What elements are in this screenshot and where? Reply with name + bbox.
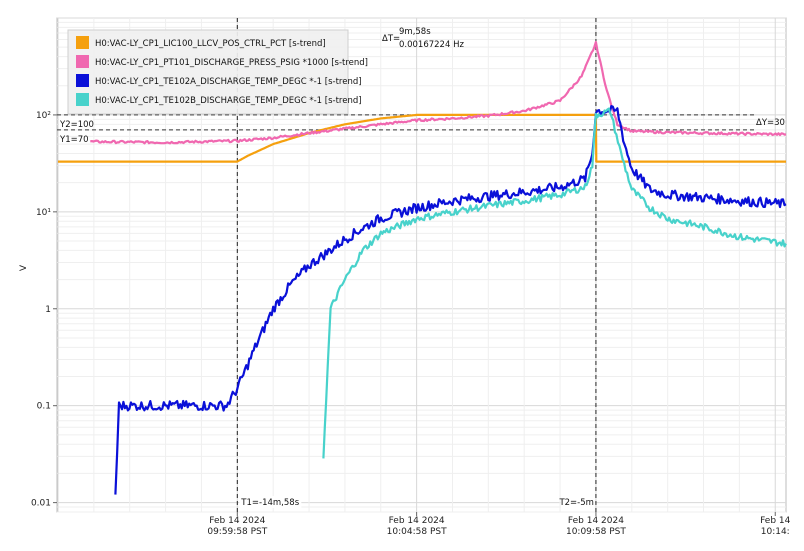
x-tick-label-date: Feb 14 2024 <box>209 516 265 526</box>
y-tick-label: 0.01 <box>31 499 51 509</box>
grid <box>57 17 786 513</box>
series-line-1 <box>58 113 786 163</box>
cursor-annotations: T1=-14m,58s T2=-5m ΔT=9m,58s 0.00167224 Hz Y… <box>59 27 785 508</box>
legend-swatch <box>76 93 89 106</box>
y-tick-label: 0.1 <box>37 402 51 412</box>
t2-cursor-label: T2=-5m <box>558 498 593 508</box>
legend-swatch <box>76 36 89 49</box>
y-tick-label: 10¹ <box>36 208 51 218</box>
series-line-4 <box>322 107 787 459</box>
legend-swatch <box>76 74 89 87</box>
delta-t-symbol: ΔT= <box>382 34 400 44</box>
legend-entry: H0:VAC-LY_CP1_TE102B_DISCHARGE_TEMP_DEGC… <box>95 96 362 106</box>
x-tick-label-date: Feb 14 <box>760 516 791 526</box>
legend-box <box>67 29 349 115</box>
t1-cursor-label: T1=-14m,58s <box>240 498 299 508</box>
series-lines <box>58 40 787 495</box>
delta-t-time: 9m,58s <box>399 27 431 37</box>
t1-label-bg <box>239 496 302 508</box>
legend[interactable]: H0:VAC-LY_CP1_LIC100_LLCV_POS_CTRL_PCT [… <box>67 29 368 115</box>
legend-entry: H0:VAC-LY_CP1_PT101_DISCHARGE_PRESS_PSIG… <box>95 58 368 68</box>
series-line-2 <box>89 40 787 145</box>
legend-entry: H0:VAC-LY_CP1_LIC100_LLCV_POS_CTRL_PCT [… <box>95 39 326 49</box>
x-tick-label-date: Feb 14 2024 <box>568 516 624 526</box>
x-tick-label-time: 09:59:58 PST <box>207 527 267 537</box>
x-tick-label-time: 10:14: <box>761 527 790 537</box>
y-tick-label: 1 <box>45 305 51 315</box>
legend-swatch <box>76 55 89 68</box>
y2-label-bg <box>59 117 93 129</box>
y-tick-label: 10² <box>36 111 51 121</box>
t2-label-bg <box>560 496 595 508</box>
x-tick-label-time: 10:09:58 PST <box>566 527 626 537</box>
y1-cursor-label: Y1=70 <box>59 135 89 145</box>
series-line-3 <box>114 105 787 495</box>
y2-cursor-label: Y2=100 <box>59 120 94 130</box>
y-axis-label: V <box>19 264 29 271</box>
delta-y-label: ΔY=30 <box>756 118 785 128</box>
legend-entry: H0:VAC-LY_CP1_TE102A_DISCHARGE_TEMP_DEGC… <box>95 77 362 87</box>
x-tick-label-date: Feb 14 2024 <box>389 516 445 526</box>
delta-t-frequency: 0.00167224 Hz <box>399 40 464 50</box>
x-tick-label-time: 10:04:58 PST <box>387 527 447 537</box>
